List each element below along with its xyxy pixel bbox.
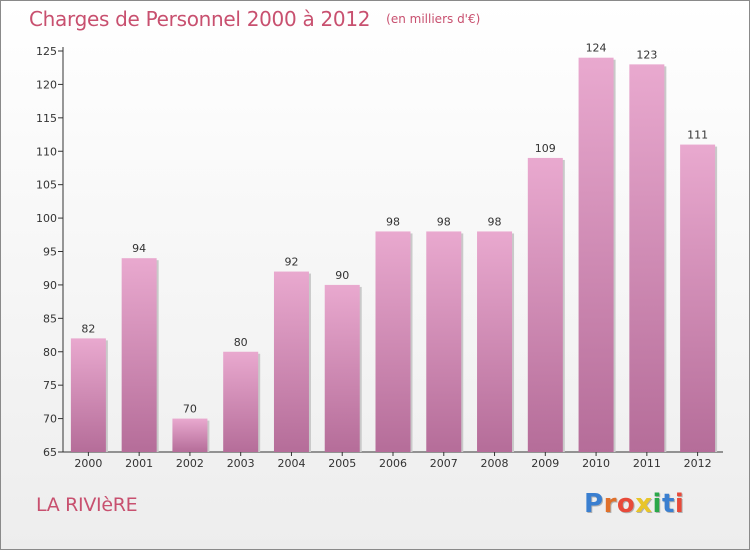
x-axis: 2000 2001 2002 2003 2004 2005 2006 2007 2008 2009… xyxy=(63,451,723,470)
y-axis: 65 70 75 80 85 90 95 100 105 110 115 120 125 xyxy=(36,45,64,459)
y-tick-label: 110 xyxy=(36,145,57,158)
bar-2011 xyxy=(629,64,665,452)
x-tick-label: 2005 xyxy=(328,457,356,470)
x-tick-label: 2001 xyxy=(125,457,153,470)
y-tick-label: 115 xyxy=(36,112,57,125)
data-label: 123 xyxy=(636,48,657,61)
bar-2009 xyxy=(527,157,563,452)
data-label: 124 xyxy=(586,42,607,55)
y-tick-label: 120 xyxy=(36,78,57,91)
logo-letter: x xyxy=(635,489,653,519)
data-label: 111 xyxy=(687,129,708,142)
x-tick-label: 2003 xyxy=(227,457,255,470)
bar-2004 xyxy=(273,271,309,452)
chart-title: Charges de Personnel 2000 à 2012 (en mill… xyxy=(29,7,480,31)
x-tick-label: 2009 xyxy=(531,457,559,470)
bar-2010 xyxy=(578,57,614,452)
y-tick-label: 105 xyxy=(36,179,57,192)
x-tick-label: 2012 xyxy=(684,457,712,470)
data-label: 82 xyxy=(81,322,95,335)
data-label: 94 xyxy=(132,242,146,255)
location-name: LA RIVIèRE xyxy=(36,494,138,516)
logo-letter: r xyxy=(603,489,617,519)
data-label: 98 xyxy=(437,215,451,228)
data-label: 92 xyxy=(284,256,298,269)
y-tick-label: 70 xyxy=(43,413,57,426)
logo-letter: i xyxy=(674,489,685,519)
chart-title-units: (en milliers d'€) xyxy=(386,12,481,26)
x-tick-label: 2002 xyxy=(176,457,204,470)
logo-letter: P xyxy=(584,489,604,519)
data-label: 98 xyxy=(488,215,502,228)
y-tick-label: 90 xyxy=(43,279,57,292)
data-label: 80 xyxy=(234,336,248,349)
logo-letter: o xyxy=(616,489,636,519)
y-tick-label: 75 xyxy=(43,379,57,392)
x-tick-label: 2010 xyxy=(582,457,610,470)
data-label: 90 xyxy=(335,269,349,282)
data-label: 98 xyxy=(386,215,400,228)
data-labels: 82 94 70 80 92 90 98 98 98 109 124 123 111 xyxy=(81,42,708,416)
bar-2003 xyxy=(223,351,259,452)
logo-letter: t xyxy=(661,489,675,519)
chart-title-text: Charges de Personnel 2000 à 2012 xyxy=(29,7,371,31)
bar-2000 xyxy=(70,338,106,452)
logo-letter: i xyxy=(652,489,662,519)
y-tick-label: 100 xyxy=(36,212,57,225)
bar-2006 xyxy=(375,231,411,452)
bar-2012 xyxy=(680,144,716,453)
x-tick-label: 2004 xyxy=(277,457,305,470)
y-tick-label: 80 xyxy=(43,346,57,359)
bar-2008 xyxy=(477,231,513,452)
y-tick-label: 65 xyxy=(43,446,57,459)
bar-2002 xyxy=(172,418,208,452)
bar-2007 xyxy=(426,231,462,452)
x-tick-label: 2011 xyxy=(633,457,661,470)
data-label: 109 xyxy=(535,142,556,155)
data-label: 70 xyxy=(183,403,197,416)
bars xyxy=(70,57,718,453)
y-tick-label: 95 xyxy=(43,246,57,259)
x-tick-label: 2008 xyxy=(481,457,509,470)
y-tick-label: 85 xyxy=(43,312,57,325)
x-tick-label: 2007 xyxy=(430,457,458,470)
proxiti-logo: Proxiti xyxy=(584,489,684,519)
y-tick-label: 125 xyxy=(36,45,57,58)
x-tick-label: 2006 xyxy=(379,457,407,470)
bar-2005 xyxy=(324,284,360,452)
x-tick-label: 2000 xyxy=(74,457,102,470)
bar-2001 xyxy=(121,258,157,452)
